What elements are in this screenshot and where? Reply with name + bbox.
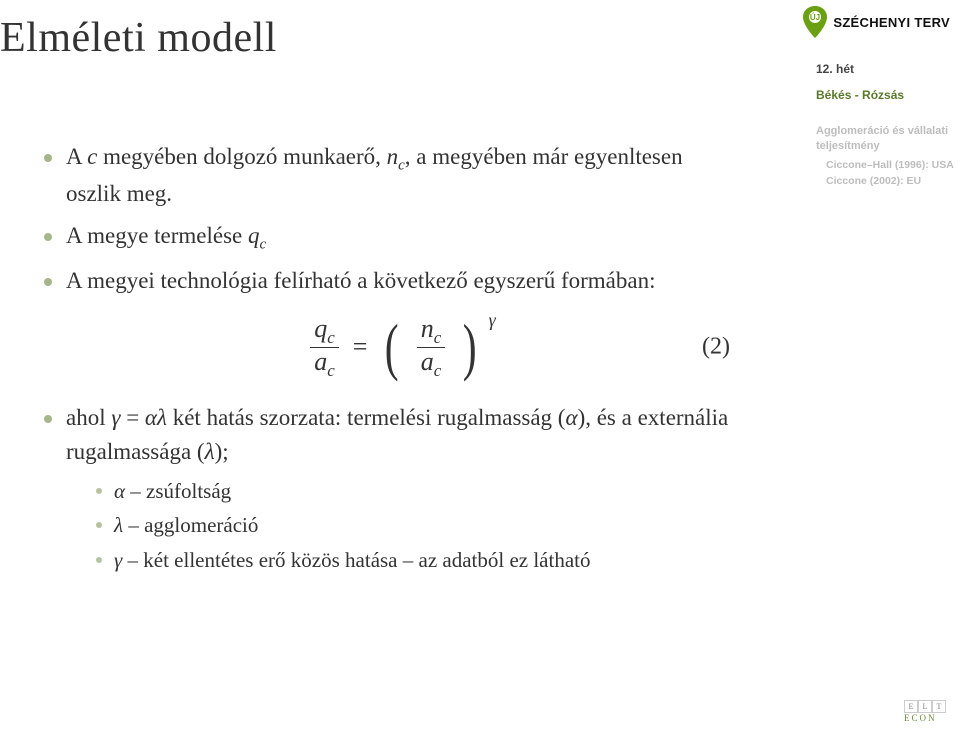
sidebar: 12. hét Békés - Rózsás Agglomeráció és v…	[816, 62, 956, 190]
nav-item-2: Ciccone (2002): EU	[826, 174, 956, 188]
bullet-1: A c megyében dolgozó munkaerő, nc, a meg…	[40, 140, 740, 211]
var-a: α	[114, 479, 125, 503]
top-badge: ÚJ SZÉCHENYI TERV	[803, 6, 950, 38]
sub-c: c	[327, 328, 335, 347]
var-al: αλ	[145, 405, 167, 430]
body: A c megyében dolgozó munkaerő, nc, a meg…	[40, 140, 740, 583]
var-a: α	[565, 405, 577, 430]
text: A megyei technológia felírható a követke…	[66, 268, 655, 293]
sub-1: α – zsúfoltság	[66, 476, 740, 506]
bullet-4: ahol γ = αλ két hatás szorzata: termelés…	[40, 401, 740, 575]
sub-c: c	[398, 158, 405, 174]
text: – agglomeráció	[123, 513, 258, 537]
footer-econ: ECON	[904, 714, 946, 723]
lparen: (	[385, 318, 399, 376]
text: );	[215, 439, 229, 464]
text: ahol	[66, 405, 111, 430]
bullet-2: A megye termelése qc	[40, 219, 740, 256]
sub-c: c	[260, 236, 267, 252]
sub-c: c	[434, 361, 442, 380]
frac-left: qc ac	[310, 315, 339, 380]
text: – két ellentétes erő közös hatása – az a…	[122, 548, 590, 572]
nav-item-1: Ciccone–Hall (1996): USA	[826, 158, 956, 172]
slide-title: Elméleti modell	[0, 14, 277, 62]
text: – zsúfoltság	[125, 479, 231, 503]
bullet-3: A megyei technológia felírható a követke…	[40, 264, 740, 383]
var-l: λ	[114, 513, 123, 537]
var-n: n	[421, 314, 434, 343]
week-label: 12. hét	[816, 62, 956, 76]
text: A	[66, 144, 87, 169]
var-a: a	[421, 347, 434, 376]
var-c: c	[87, 144, 97, 169]
sub-c: c	[327, 361, 335, 380]
pin-label: ÚJ	[810, 13, 820, 22]
authors: Békés - Rózsás	[816, 88, 956, 102]
equation: qc ac = ( nc ac ) γ	[310, 315, 495, 380]
pin-icon: ÚJ	[803, 6, 827, 38]
footer-logo: ELT ECON	[904, 700, 946, 723]
text: megyében dolgozó munkaerő,	[97, 144, 386, 169]
text: két hatás szorzata: termelési rugalmassá…	[167, 405, 566, 430]
frac-right: nc ac	[417, 315, 446, 380]
var-n: n	[387, 144, 399, 169]
var-q: q	[314, 314, 327, 343]
var-q: q	[248, 223, 260, 248]
text: =	[120, 405, 144, 430]
slide: ÚJ SZÉCHENYI TERV Elméleti modell 12. hé…	[0, 0, 960, 735]
nav-heading: Agglomeráció és vállalati teljesítmény	[816, 124, 956, 154]
eq-number: (2)	[702, 330, 730, 365]
badge-text: SZÉCHENYI TERV	[833, 15, 950, 30]
sub-c: c	[434, 328, 442, 347]
equation-row: qc ac = ( nc ac ) γ (2)	[66, 311, 740, 383]
rparen: )	[463, 318, 477, 376]
sub-3: γ – két ellentétes erő közös hatása – az…	[66, 545, 740, 575]
text: A megye termelése	[66, 223, 248, 248]
var-l: λ	[205, 439, 215, 464]
var-a: a	[314, 347, 327, 376]
equals: =	[353, 328, 368, 366]
sub-2: λ – agglomeráció	[66, 510, 740, 540]
exp-gamma: γ	[489, 307, 496, 333]
